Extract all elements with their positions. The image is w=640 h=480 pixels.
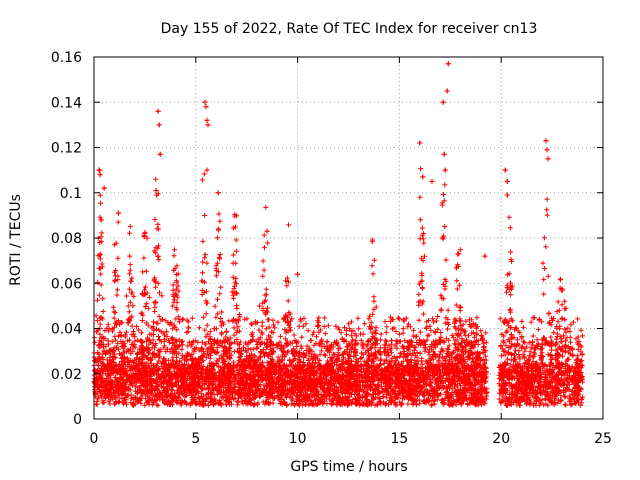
roti-peak-point: [442, 167, 448, 173]
data-points: [91, 61, 586, 408]
y-tick-label: 0.12: [51, 141, 82, 157]
roti-markers: [91, 61, 586, 408]
x-axis-label: GPS time / hours: [290, 459, 407, 475]
roti-peak-point: [155, 108, 161, 114]
roti-peak-point: [544, 147, 550, 153]
roti-peak-point: [215, 190, 221, 196]
x-tick-label: 0: [90, 431, 99, 447]
y-tick-label: 0.16: [51, 50, 82, 66]
y-tick-label: 0.08: [51, 231, 82, 247]
y-tick-label: 0: [73, 412, 82, 428]
roti-peak-point: [97, 172, 103, 178]
x-tick-label: 25: [594, 431, 612, 447]
roti-peak-point: [204, 167, 210, 173]
y-tick-label: 0.04: [51, 322, 82, 338]
x-tick-label: 5: [191, 431, 200, 447]
y-tick-label: 0.02: [51, 367, 82, 383]
roti-peak-point: [115, 210, 121, 216]
roti-peak-point: [156, 122, 162, 128]
x-tick-label: 20: [492, 431, 510, 447]
y-axis-label: ROTI / TECUs: [8, 194, 24, 286]
roti-peak-point: [440, 99, 446, 105]
axis-ticks: 0 5 10 15 20 25 0 0.02 0.04 0.06 0.08 0.1 0.12 0.14 0.…: [51, 50, 612, 447]
roti-peak-point: [202, 99, 208, 105]
roti-peak-point: [264, 228, 270, 234]
chart-title: Day 155 of 2022, Rate Of TEC Index for r…: [161, 21, 538, 37]
roti-peak-point: [153, 187, 159, 193]
roti-peak-point: [204, 117, 210, 123]
roti-peak-point: [504, 178, 510, 184]
y-tick-label: 0.06: [51, 276, 82, 292]
roti-peak-point: [96, 167, 102, 173]
roti-peak-point: [444, 88, 450, 94]
roti-peak-point: [101, 185, 107, 191]
roti-peak-point: [203, 104, 209, 110]
y-tick-label: 0.1: [60, 186, 82, 202]
y-tick-label: 0.14: [51, 95, 82, 111]
roti-peak-point: [420, 174, 426, 180]
roti-peak-point: [482, 253, 488, 259]
roti-peak-point: [295, 271, 301, 277]
x-tick-label: 15: [390, 431, 408, 447]
roti-peak-point: [545, 156, 551, 162]
roti-peak-point: [441, 151, 447, 157]
roti-peak-point: [445, 61, 451, 67]
roti-peak-point: [429, 178, 435, 184]
roti-peak-point: [502, 167, 508, 173]
roti-peak-point: [504, 192, 510, 198]
roti-peak-point: [543, 138, 549, 144]
roti-peak-point: [417, 140, 423, 146]
roti-peak-point: [157, 151, 163, 157]
roti-peak-point: [205, 122, 211, 128]
x-tick-label: 10: [289, 431, 307, 447]
